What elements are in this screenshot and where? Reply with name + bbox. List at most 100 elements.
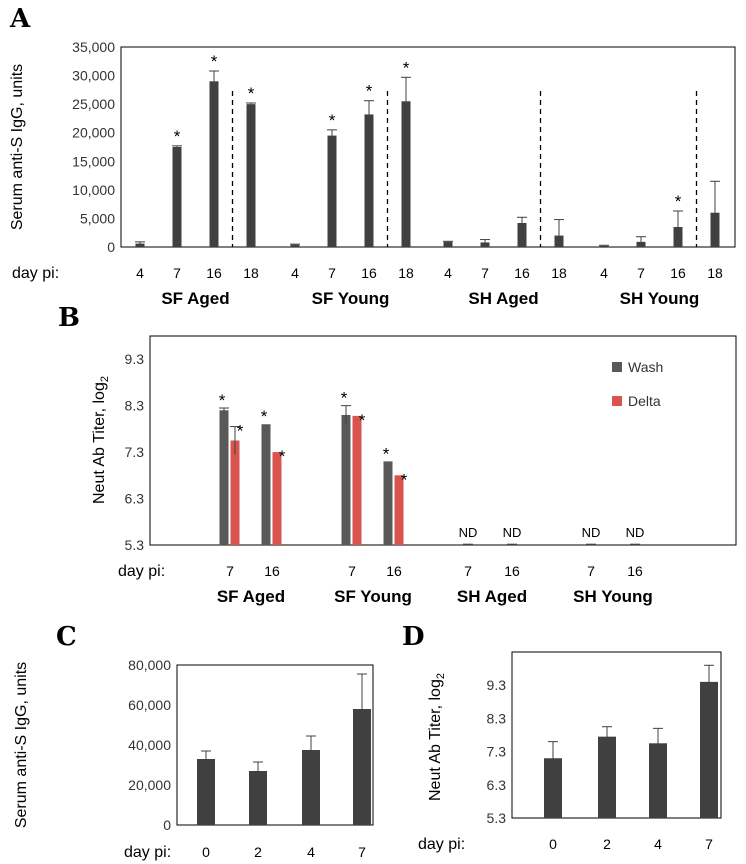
panel-a-bar [327, 135, 337, 247]
panel-b-y-axis-label: Neut Ab Titer, log2 [91, 376, 111, 504]
panel-d-y-tick: 8.3 [487, 710, 507, 726]
panel-c-y-tick: 20,000 [128, 777, 171, 793]
panel-a-day-tick: 16 [361, 265, 377, 281]
panel-b-y-tick: 9.3 [125, 351, 145, 367]
panel-c-bar [302, 750, 320, 825]
panel-a-day-tick: 7 [328, 265, 336, 281]
panel-a-bar [480, 242, 490, 247]
panel-c-y-tick: 0 [163, 817, 171, 833]
panel-c-day-tick: 0 [202, 844, 210, 860]
panel-b-wash-significance-star: * [341, 389, 348, 408]
panel-a-y-tick: 5,000 [80, 210, 115, 226]
panel-a-y-axis-label-text: Serum anti-S IgG, units [9, 64, 26, 230]
panel-d-y-tick: 9.3 [487, 677, 507, 693]
panel-a-y-tick: 0 [107, 239, 115, 255]
panel-a-significance-star: * [329, 111, 336, 130]
panel-a-plot-frame [120, 46, 736, 248]
panel-a-bar [636, 241, 646, 247]
panel-a-bar [290, 244, 300, 247]
panel-c-bar [197, 759, 215, 825]
panel-label-b: B [58, 303, 80, 333]
panel-b-wash-significance-star: * [261, 407, 268, 426]
panel-a-significance-star: * [366, 82, 373, 101]
panel-a-y-axis-label: Serum anti-S IgG, units [9, 64, 26, 230]
panel-c-day-tick: 7 [358, 844, 366, 860]
panel-c-day-tick: 4 [307, 844, 315, 860]
legend-delta-swatch [612, 396, 622, 406]
panel-a-bar [443, 241, 453, 247]
panel-label-c: C [56, 622, 77, 652]
panel-b-wash-bar [219, 410, 229, 545]
panel-b-y-axis-label-subscript: 2 [99, 376, 111, 382]
panel-b-y-tick: 5.3 [125, 537, 145, 553]
panel-c-day-label: day pi: [124, 844, 171, 861]
panel-a-day-tick: 4 [600, 265, 608, 281]
panel-d-day-tick: 7 [705, 836, 713, 852]
panel-d-bar [649, 743, 667, 818]
panel-d-day-tick: 2 [603, 836, 611, 852]
panel-label-d: D [402, 622, 425, 652]
panel-a-day-tick: 4 [136, 265, 144, 281]
panel-b-nd-label: ND [503, 525, 522, 540]
panel-b-delta-significance-star: * [237, 422, 244, 441]
panel-b-day-tick: 16 [504, 563, 520, 579]
panel-b-delta-bar [272, 452, 282, 545]
panel-c-plot-frame [176, 664, 374, 826]
panel-c-y-tick: 60,000 [128, 697, 171, 713]
panel-b-wash-bar [261, 424, 271, 545]
panel-c-bar [249, 771, 267, 825]
panel-b-group-label: SH Young [573, 587, 653, 606]
panel-a-significance-star: * [403, 58, 410, 77]
panel-d-bar [544, 758, 562, 818]
panel-b-day-tick: 7 [226, 563, 234, 579]
panel-d-y-tick: 7.3 [487, 744, 507, 760]
panel-d-day-tick: 0 [549, 836, 557, 852]
panel-c-y-axis-label: Serum anti-S IgG, units [13, 662, 30, 828]
panel-a-day-tick: 7 [481, 265, 489, 281]
panel-a-group-label: SF Young [312, 289, 390, 308]
panel-d-y-axis-label-text: Neut Ab Titer, log [427, 679, 444, 801]
panel-b-day-tick: 7 [587, 563, 595, 579]
panel-b-day-tick: 16 [264, 563, 280, 579]
panel-a-day-tick: 18 [551, 265, 567, 281]
panel-a-bar [673, 227, 683, 247]
panel-b-nd-label: ND [459, 525, 478, 540]
panel-a-y-tick: 35,000 [72, 39, 115, 55]
panel-a-bar [209, 81, 219, 248]
panel-a-bar [364, 114, 374, 247]
panel-d-day-label: day pi: [418, 836, 465, 853]
panel-label-a: A [9, 4, 31, 34]
panel-a-day-tick: 16 [206, 265, 222, 281]
panel-b-y-tick: 7.3 [125, 444, 145, 460]
panel-a-day-tick: 18 [707, 265, 723, 281]
panel-a-day-tick: 7 [637, 265, 645, 281]
panel-b-nd-label: ND [626, 525, 645, 540]
panel-a-significance-star: * [248, 84, 255, 103]
panel-b-wash-bar [341, 414, 351, 545]
panel-a-significance-star: * [675, 192, 682, 211]
panel-b-delta-significance-star: * [279, 447, 286, 466]
panel-a-y-tick: 15,000 [72, 153, 115, 169]
panel-b-delta-bar [352, 415, 362, 545]
panel-c-y-axis-label-text: Serum anti-S IgG, units [13, 662, 30, 828]
panel-a-day-tick: 16 [670, 265, 686, 281]
panel-a-bar [517, 223, 527, 247]
panel-d-y-axis-label-subscript: 2 [435, 673, 447, 679]
panel-b-y-tick: 6.3 [125, 491, 145, 507]
panel-a-bar [135, 243, 145, 247]
panel-b-delta-bar [394, 475, 404, 545]
panel-d-y-tick: 5.3 [487, 810, 507, 826]
legend-wash-swatch [612, 362, 622, 372]
panel-b-nd-label: ND [582, 525, 601, 540]
panel-b-delta-bar [230, 440, 240, 545]
panel-a-y-tick: 30,000 [72, 68, 115, 84]
panel-b-day-label: day pi: [118, 563, 165, 580]
panel-b-delta-significance-star: * [401, 470, 408, 489]
panel-d-bar [598, 736, 616, 818]
panel-b-day-tick: 7 [348, 563, 356, 579]
panel-b-wash-significance-star: * [383, 444, 390, 463]
panel-b-day-tick: 16 [386, 563, 402, 579]
panel-b-y-tick: 8.3 [125, 398, 145, 414]
panel-d-plot-frame [511, 651, 722, 819]
